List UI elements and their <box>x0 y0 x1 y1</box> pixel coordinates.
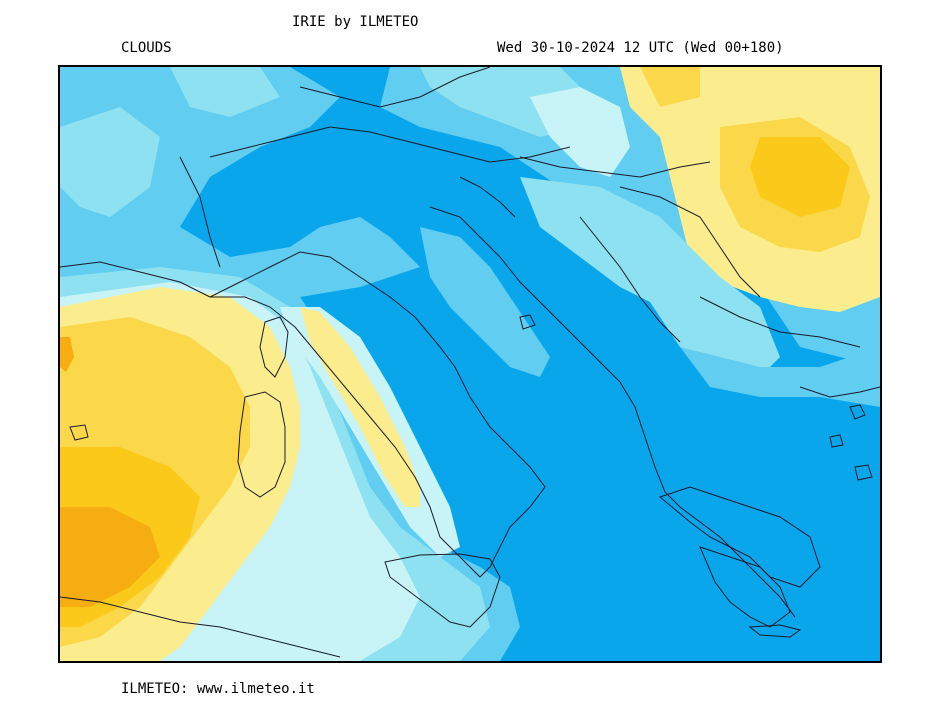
forecast-datetime: Wed 30-10-2024 12 UTC (Wed 00+180) <box>497 40 784 56</box>
cloud-verypale-north <box>530 87 630 177</box>
island-crete <box>748 624 802 638</box>
cloud-band-greece <box>680 347 880 407</box>
island-lesbos <box>854 464 873 481</box>
border-romania <box>619 186 761 298</box>
coastline-africa <box>60 596 341 658</box>
border-bulgaria <box>699 296 861 348</box>
cloud-deeporange-southwest <box>60 337 160 607</box>
border-central-europe <box>299 67 491 108</box>
cloud-band-balkans <box>620 227 780 377</box>
coastline-italy <box>209 251 546 578</box>
cloud-cover-map <box>58 65 882 663</box>
border-alps <box>209 126 571 163</box>
coastline-france <box>60 261 211 298</box>
variable-label: CLOUDS <box>121 40 172 56</box>
coastline-sardinia <box>237 391 286 498</box>
islands-layer <box>69 314 873 638</box>
border-slovenia <box>459 176 516 218</box>
coastline-balkans <box>429 206 796 618</box>
island-aegean-1 <box>849 404 866 420</box>
cloud-band-adriatic <box>420 227 550 377</box>
map-canvas <box>60 67 880 661</box>
coastline-corsica <box>259 316 289 378</box>
coastline-sicily <box>384 553 501 628</box>
footer-credit: ILMETEO: www.ilmeteo.it <box>121 681 315 697</box>
coastline-turkey <box>799 386 880 398</box>
cloud-streak-tyrrhenian <box>300 307 420 507</box>
border-hungary <box>519 156 711 178</box>
island-mallorca <box>69 424 89 441</box>
cloud-orange-northeast <box>750 137 850 217</box>
island-aegean-2 <box>829 434 844 448</box>
island-dalmatian <box>519 314 536 330</box>
map-title: IRIE by ILMETEO <box>292 14 419 30</box>
cloud-pale-northwest <box>60 67 280 217</box>
coastline-peloponnese <box>699 546 791 628</box>
coastline-greece <box>658 486 821 588</box>
coastline-layer <box>60 67 880 658</box>
border-serbia <box>579 216 681 343</box>
border-west <box>179 156 221 268</box>
